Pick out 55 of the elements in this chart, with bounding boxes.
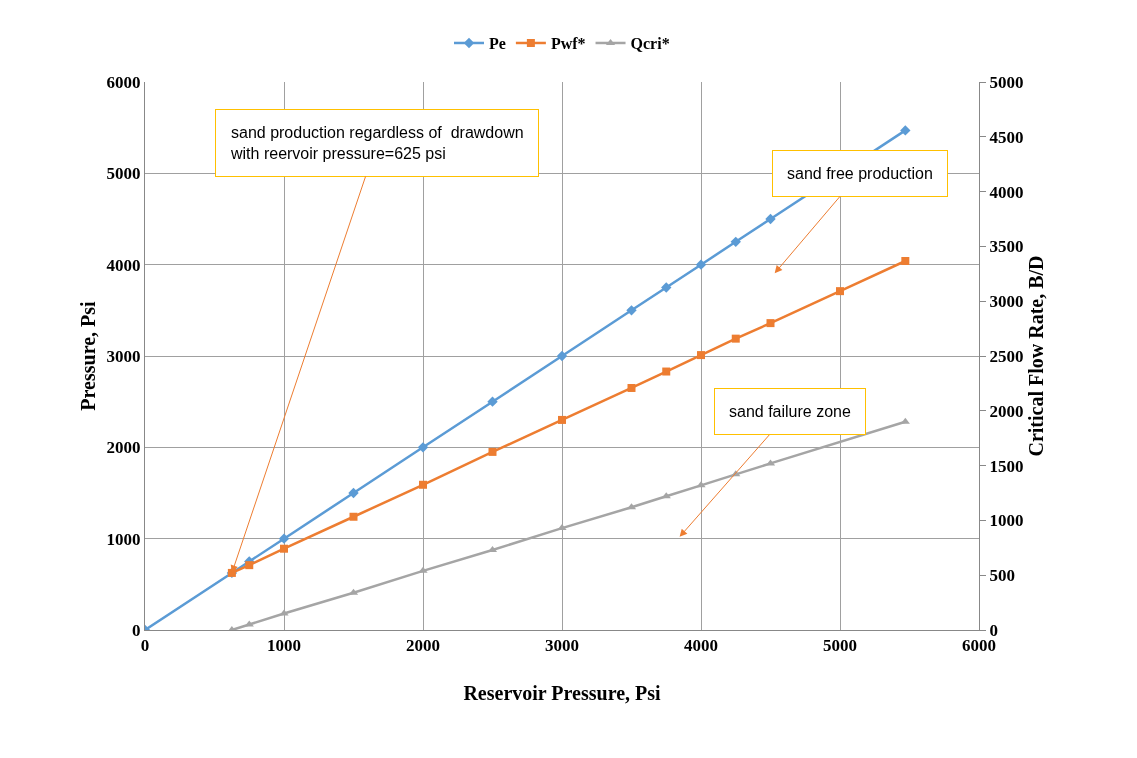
y2-tick-label: 2000 [989,401,1024,421]
x-tick-label: 1000 [267,636,301,656]
point [280,544,288,553]
point [488,447,497,456]
annotation: sand free production [787,165,933,182]
y-tick-label: 6000 [106,72,141,92]
y2-tick-label: 5000 [989,72,1024,92]
annotation: sand failure zone [729,403,851,420]
x-tick-label: 4000 [684,636,718,656]
point [626,305,637,316]
y-tick-label: 4000 [106,255,141,275]
x-axis-title: Reservoir Pressure, Psi [463,682,662,704]
legend-label: Qcri* [630,35,670,53]
point [697,351,705,360]
x-tick-label: 3000 [545,636,579,656]
point [556,350,568,362]
point [766,319,775,328]
y2-tick-label: 3000 [989,292,1024,312]
y-tick-label: 2000 [106,438,141,458]
x-tick-label: 5000 [823,636,857,656]
point [662,367,671,376]
point [245,561,254,570]
point [349,512,358,521]
y-tick-label: 0 [132,620,141,640]
point [419,480,427,489]
y2-tick-label: 1500 [989,456,1024,476]
legend-label: Pe [489,35,506,53]
point [558,415,566,424]
legend-label: Pwf* [550,35,586,53]
y2-axis-title: Critical Flow Rate, B/D [1025,255,1048,457]
point [278,533,290,544]
y-axis-title: Pressure, Psi [77,300,99,411]
y-tick-label: 5000 [106,164,141,184]
point [836,287,844,296]
point [417,442,429,453]
x-tick-label: 2000 [406,636,440,656]
point [348,487,359,499]
point [695,259,707,270]
point [661,282,672,293]
point [627,383,636,392]
annotation: sand production regardless of drawdown with reervoir pressure=625 psi [230,124,524,162]
point [901,257,910,266]
point [731,334,740,343]
point [487,396,498,407]
y2-tick-label: 4000 [989,182,1024,202]
y-tick-label: 3000 [106,346,141,366]
y-tick-label: 1000 [106,529,141,549]
point [900,125,911,136]
y2-tick-label: 4500 [989,127,1024,147]
y2-tick-label: 1000 [989,511,1024,531]
y2-tick-label: 3500 [989,237,1024,257]
point [730,236,741,248]
y2-tick-label: 500 [989,566,1015,586]
point [765,213,776,225]
y2-tick-label: 2500 [989,346,1024,366]
